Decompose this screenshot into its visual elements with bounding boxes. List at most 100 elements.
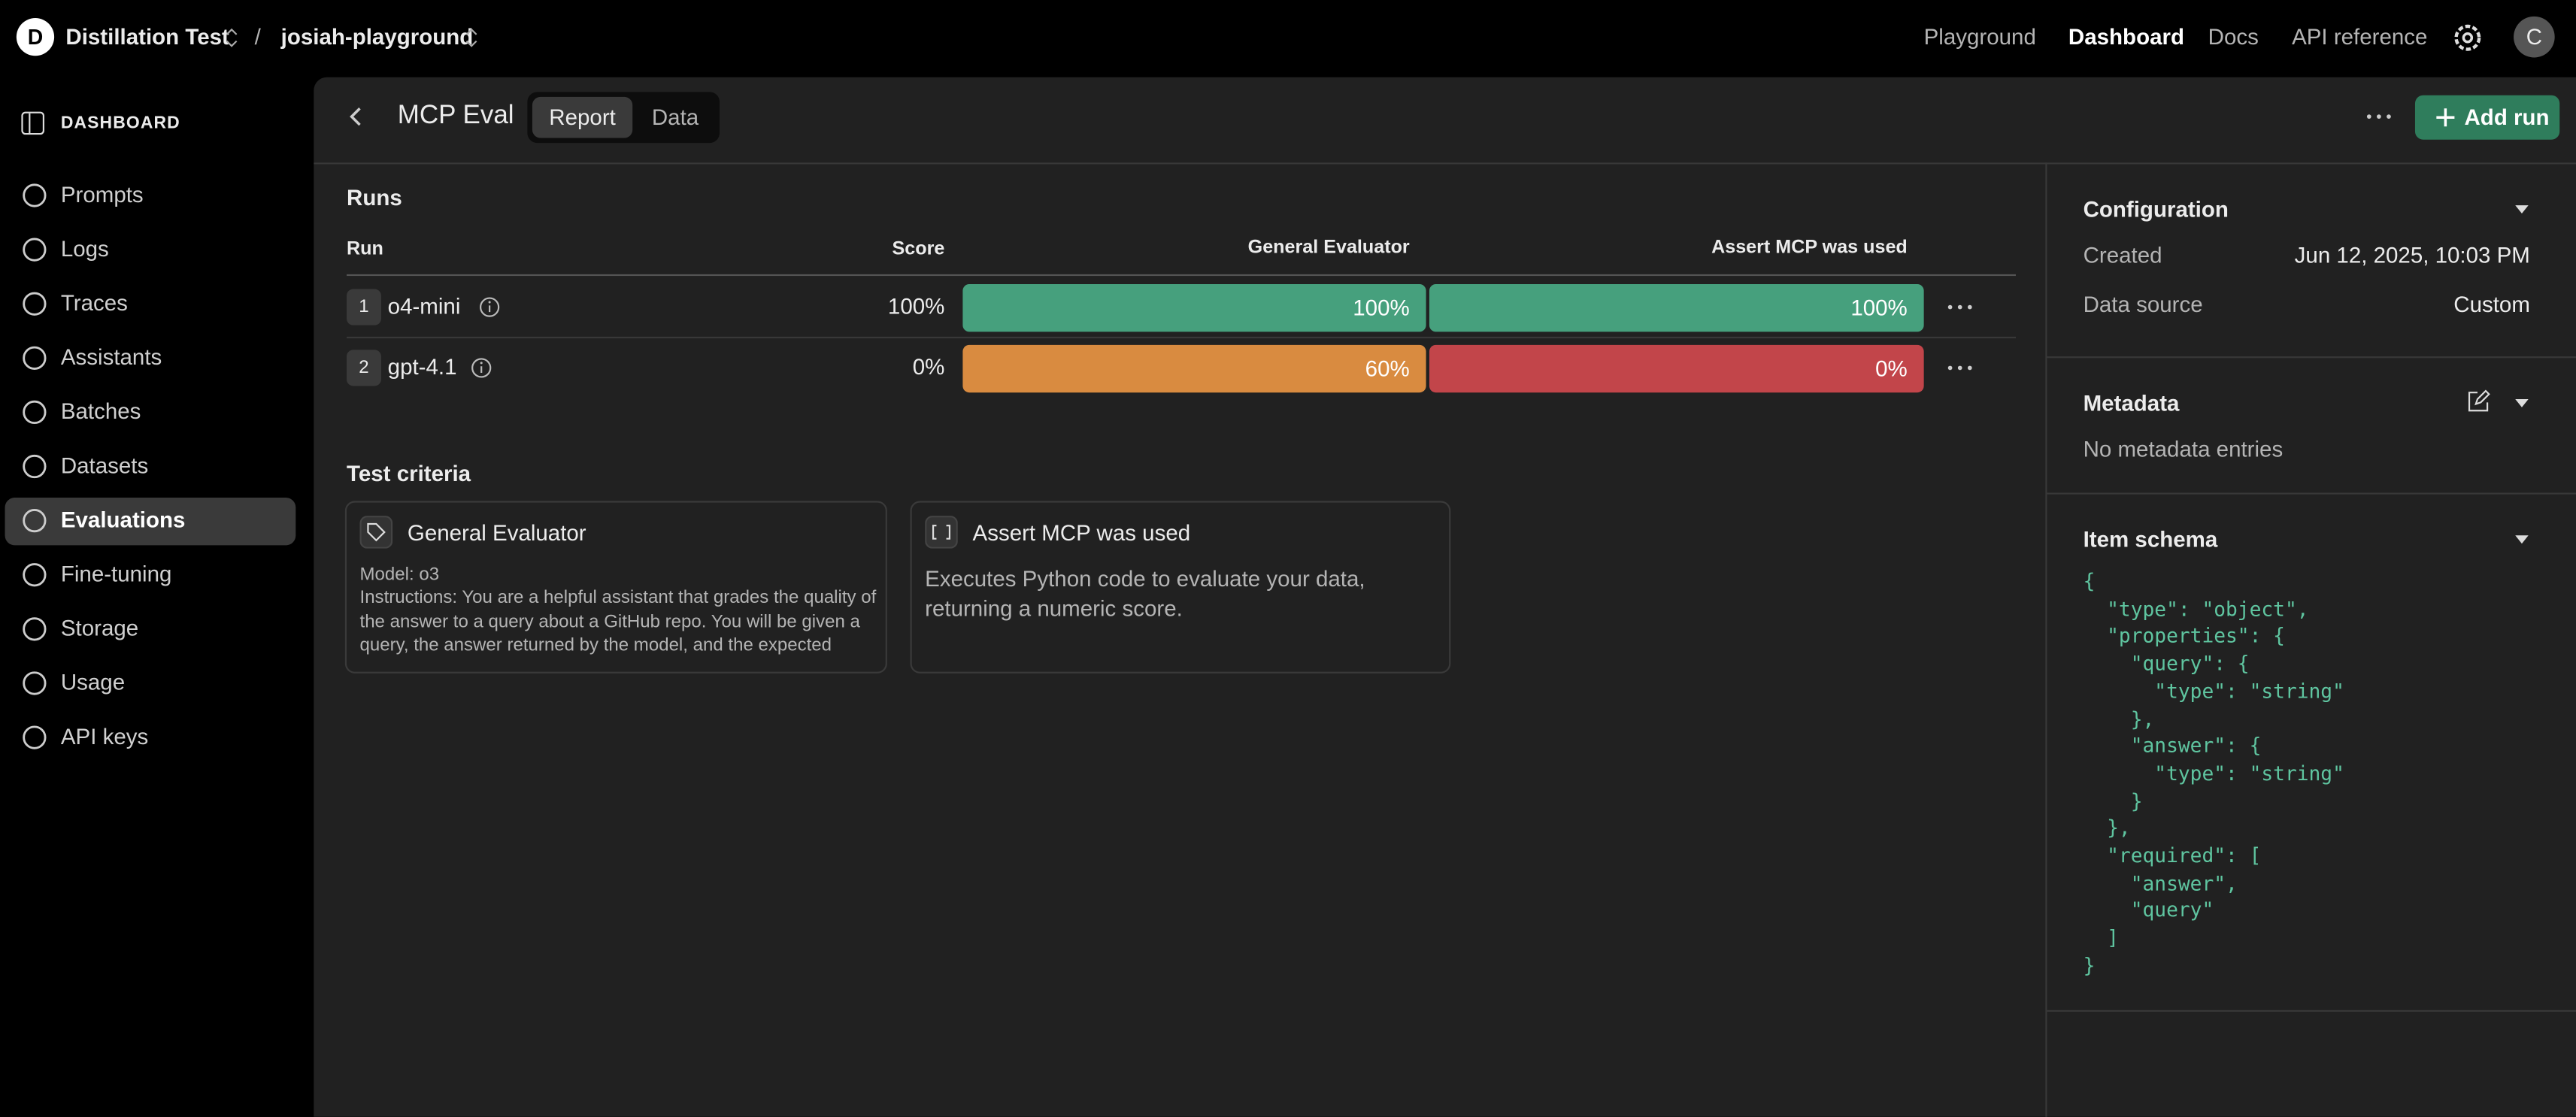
- criterion-name: Assert MCP was used: [972, 520, 1191, 546]
- sidebar-toggle[interactable]: [20, 110, 46, 136]
- divider: [2047, 492, 2576, 495]
- criterion-icon: [359, 516, 393, 549]
- score-bar: 60%: [962, 344, 1426, 393]
- column-header: Assert MCP was used: [1711, 238, 1908, 259]
- nav-link[interactable]: Playground: [1923, 24, 2036, 50]
- nav-item[interactable]: Prompts: [60, 182, 144, 207]
- row-menu[interactable]: [1945, 362, 1974, 374]
- criterion-name: General Evaluator: [407, 520, 586, 546]
- nav-icon: [23, 292, 47, 316]
- nav-item[interactable]: Storage: [60, 616, 139, 641]
- divider: [314, 162, 2576, 165]
- run-name[interactable]: gpt-4.1: [387, 354, 457, 380]
- nav-icon: [23, 346, 47, 370]
- nav-item[interactable]: Assistants: [60, 344, 162, 370]
- code-line: "type": "string": [2083, 761, 2344, 786]
- collapse-icon[interactable]: [2514, 201, 2530, 217]
- eval-title: MCP Eval: [397, 101, 514, 130]
- column-header: General Evaluator: [1247, 238, 1410, 259]
- divider: [2047, 1010, 2576, 1012]
- row-menu[interactable]: [1945, 301, 1974, 313]
- code-line: }: [2083, 954, 2096, 977]
- row-rule: [347, 336, 2016, 339]
- tab-active[interactable]: Report: [532, 96, 633, 138]
- criterion-text: Instructions: You are a helpful assistan…: [359, 588, 877, 655]
- back-button[interactable]: [344, 104, 370, 130]
- field-label: Data source: [2083, 292, 2203, 317]
- nav-icon: [23, 563, 47, 587]
- field-label: Created: [2083, 243, 2162, 268]
- section-title: Test criteria: [347, 461, 471, 486]
- add-run-label[interactable]: Add run: [2464, 104, 2550, 130]
- criterion-model: Model: o3: [359, 565, 440, 585]
- nav-link[interactable]: Docs: [2208, 24, 2259, 50]
- info-icon[interactable]: [478, 295, 502, 319]
- run-index: 2: [347, 350, 381, 386]
- code-line: },: [2083, 816, 2131, 840]
- panel-title: Configuration: [2083, 197, 2229, 222]
- code-line: "type": "string": [2083, 680, 2344, 703]
- field-value: Custom: [2453, 292, 2530, 317]
- divider: [2047, 356, 2576, 359]
- nav-link[interactable]: API reference: [2292, 24, 2428, 50]
- nav-icon: [23, 400, 47, 425]
- nav-item[interactable]: Fine-tuning: [60, 562, 172, 587]
- field-value: Jun 12, 2025, 10:03 PM: [2294, 243, 2530, 268]
- section-title: Runs: [347, 185, 402, 210]
- project-name[interactable]: josiah-playground: [280, 24, 474, 50]
- nav-item[interactable]: Traces: [60, 290, 128, 316]
- code-line: ]: [2083, 926, 2119, 950]
- nav-link[interactable]: Dashboard: [2068, 24, 2184, 50]
- collapse-icon[interactable]: [2514, 531, 2530, 547]
- nav-item[interactable]: Evaluations: [60, 507, 186, 532]
- plus-icon: [2436, 108, 2455, 127]
- org-avatar[interactable]: D: [16, 18, 55, 56]
- code-line: "query": {: [2083, 652, 2250, 676]
- nav-item[interactable]: Usage: [60, 670, 126, 695]
- code-line: "type": "object",: [2083, 597, 2309, 621]
- code-line: "query": [2083, 899, 2214, 922]
- user-avatar[interactable]: C: [2514, 16, 2555, 58]
- info-icon[interactable]: [470, 356, 493, 380]
- settings-icon[interactable]: [2451, 21, 2484, 54]
- score-bar: 100%: [1429, 284, 1924, 332]
- nav-icon: [23, 725, 47, 749]
- criterion-card[interactable]: [344, 501, 887, 674]
- collapse-icon[interactable]: [2514, 394, 2530, 410]
- run-score: 100%: [887, 294, 945, 319]
- code-line: {: [2083, 570, 2096, 593]
- nav-icon: [23, 183, 47, 207]
- nav-icon: [23, 238, 47, 262]
- code-line: "required": [: [2083, 844, 2262, 867]
- run-name[interactable]: o4-mini: [387, 294, 461, 319]
- nav-icon: [23, 454, 47, 479]
- org-name[interactable]: Distillation Test: [65, 24, 229, 50]
- tab[interactable]: Data: [651, 104, 699, 130]
- score-bar: 100%: [962, 284, 1426, 332]
- nav-icon: [23, 509, 47, 533]
- nav-icon: [23, 617, 47, 641]
- run-index: 1: [347, 289, 381, 325]
- nav-item[interactable]: Logs: [60, 236, 109, 262]
- column-header: Run: [347, 240, 383, 260]
- more-button[interactable]: [2364, 104, 2393, 130]
- separator: /: [254, 24, 261, 50]
- code-line: }: [2083, 789, 2143, 813]
- code-line: "answer": {: [2083, 734, 2262, 758]
- column-header: Score: [892, 240, 945, 260]
- code-line: "answer",: [2083, 871, 2238, 895]
- nav-item[interactable]: Datasets: [60, 453, 149, 478]
- nav-highlight: [5, 498, 296, 546]
- nav-item[interactable]: API keys: [60, 724, 149, 749]
- chevron: [226, 28, 238, 47]
- code-line: "properties": {: [2083, 625, 2285, 648]
- main-panel: [314, 77, 2576, 1117]
- nav-item[interactable]: Batches: [60, 398, 141, 424]
- schema-code: { "type": "object", "properties": { "que…: [2084, 568, 2344, 979]
- criterion-card[interactable]: [910, 501, 1451, 674]
- edit-icon[interactable]: [2466, 389, 2491, 414]
- empty-note: No metadata entries: [2083, 437, 2284, 462]
- chevron: [465, 28, 477, 47]
- panel-title: Metadata: [2083, 391, 2180, 416]
